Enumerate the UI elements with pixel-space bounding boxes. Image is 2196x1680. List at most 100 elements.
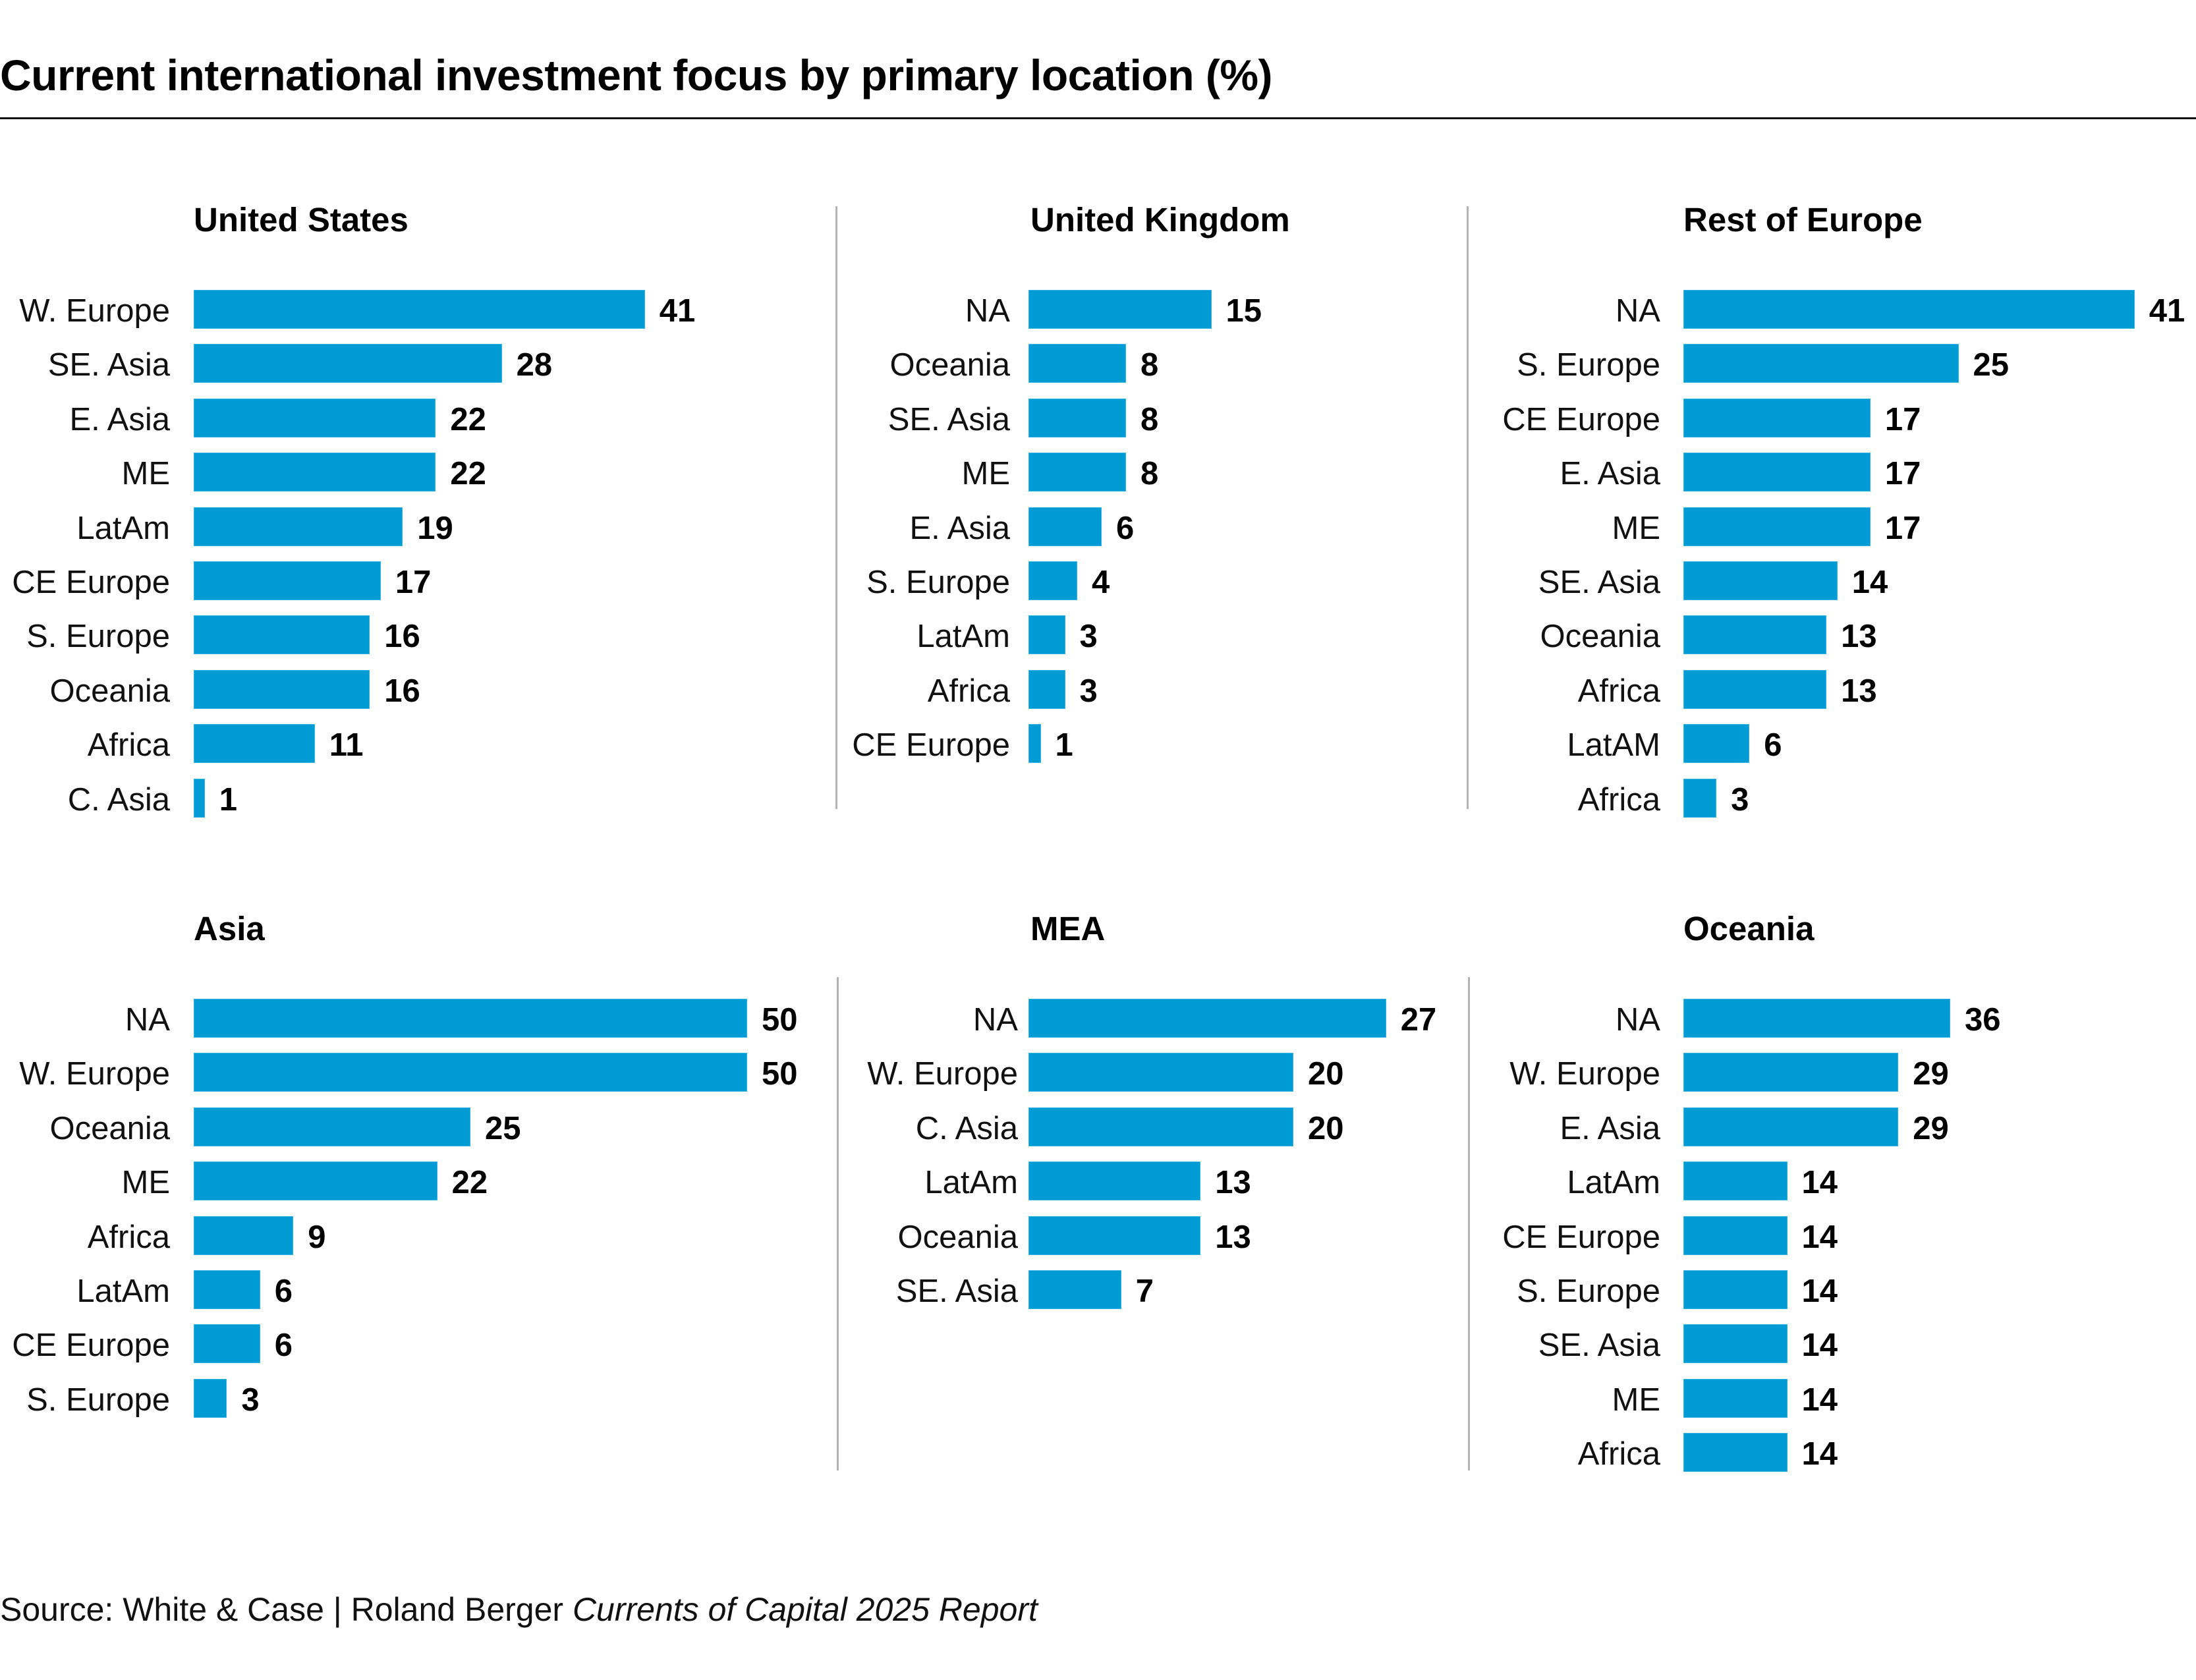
category-label: ME (1612, 1382, 1661, 1418)
bar (1683, 507, 1871, 546)
category-label: Africa (1577, 673, 1660, 709)
bar (1028, 615, 1065, 655)
bar (194, 778, 205, 818)
value-label: 17 (1884, 401, 1921, 437)
value-label: 6 (274, 1328, 293, 1364)
category-label: CE Europe (12, 565, 170, 600)
category-label: ME (1612, 510, 1661, 546)
category-label: Oceania (49, 673, 170, 709)
bar (1683, 1216, 1788, 1255)
bar (1028, 1162, 1201, 1201)
bar (1683, 615, 1827, 655)
column-divider (835, 206, 837, 809)
bar (1028, 561, 1077, 600)
value-label: 25 (485, 1110, 521, 1146)
value-label: 13 (1215, 1165, 1251, 1201)
value-label: 28 (516, 347, 553, 383)
value-label: 17 (1884, 510, 1921, 546)
bar (194, 453, 436, 492)
category-label: LatAm (924, 1165, 1018, 1201)
title-rule (0, 117, 2196, 119)
category-label: Oceania (897, 1219, 1018, 1255)
category-label: ME (961, 456, 1011, 492)
bar (1028, 1107, 1293, 1146)
source-note: Source: White & Case | Roland Berger Cur… (0, 1590, 1038, 1629)
value-label: 29 (1913, 1056, 1949, 1092)
bar (1683, 1324, 1788, 1364)
column-divider (1468, 977, 1470, 1470)
value-label: 14 (1801, 1219, 1838, 1255)
category-label: NA (1615, 1002, 1660, 1038)
bar (1683, 778, 1717, 818)
value-label: 13 (1215, 1219, 1251, 1255)
category-label: SE. Asia (895, 1274, 1018, 1309)
category-label: E. Asia (909, 510, 1010, 546)
value-label: 13 (1841, 673, 1877, 709)
value-label: 14 (1801, 1274, 1838, 1309)
value-label: 15 (1225, 293, 1262, 329)
category-label: E. Asia (1560, 456, 1660, 492)
bar (1683, 1162, 1788, 1201)
panel-title: Asia (194, 910, 265, 947)
column-divider (1467, 206, 1469, 809)
value-label: 16 (384, 673, 420, 709)
bar (1028, 669, 1065, 709)
category-label: LatAm (76, 1274, 170, 1309)
bar (1028, 1270, 1121, 1309)
bar (1683, 290, 2135, 329)
value-label: 14 (1801, 1436, 1838, 1472)
category-label: S. Europe (1517, 347, 1660, 383)
category-label: NA (1615, 293, 1660, 329)
value-label: 7 (1135, 1274, 1154, 1309)
value-label: 1 (219, 781, 237, 818)
bar (1683, 344, 1959, 383)
category-label: CE Europe (1502, 1219, 1660, 1255)
category-label: Africa (1577, 1436, 1660, 1472)
bar (1683, 669, 1827, 709)
category-label: CE Europe (12, 1328, 170, 1364)
value-label: 14 (1801, 1382, 1838, 1418)
bar (1028, 1216, 1201, 1255)
value-label: 41 (2149, 293, 2185, 329)
category-label: SE. Asia (887, 401, 1010, 437)
bar (1028, 1053, 1293, 1092)
bar (194, 1107, 470, 1146)
category-label: Africa (87, 727, 170, 764)
category-label: LatAm (916, 619, 1010, 655)
bar (194, 669, 370, 709)
category-label: Oceania (889, 347, 1010, 383)
bar (1028, 398, 1126, 437)
bar (1683, 724, 1750, 764)
bar (1028, 507, 1102, 546)
value-label: 22 (451, 1165, 488, 1201)
bar (194, 1053, 747, 1092)
column-divider (837, 977, 839, 1470)
value-label: 19 (417, 510, 453, 546)
value-label: 3 (1731, 781, 1749, 818)
bar (1683, 1433, 1788, 1472)
category-label: S. Europe (866, 565, 1010, 600)
bar (194, 1324, 260, 1364)
bar (194, 561, 381, 600)
bar (1028, 999, 1386, 1038)
value-label: 50 (762, 1002, 798, 1038)
bar (1683, 453, 1871, 492)
value-label: 14 (1801, 1165, 1838, 1201)
value-label: 17 (1884, 456, 1921, 492)
bar (1683, 1378, 1788, 1418)
category-label: NA (972, 1002, 1018, 1038)
value-label: 50 (762, 1056, 798, 1092)
bar (1028, 290, 1212, 329)
value-label: 17 (395, 565, 432, 600)
category-label: Africa (927, 673, 1010, 709)
bar (194, 1162, 437, 1201)
value-label: 25 (1973, 347, 2010, 383)
bar (194, 290, 645, 329)
category-label: LatAM (1567, 727, 1660, 764)
category-label: ME (121, 1165, 171, 1201)
value-label: 1 (1055, 727, 1073, 764)
category-label: NA (965, 293, 1010, 329)
category-label: NA (125, 1002, 170, 1038)
value-label: 6 (274, 1274, 293, 1309)
value-label: 20 (1308, 1110, 1344, 1146)
